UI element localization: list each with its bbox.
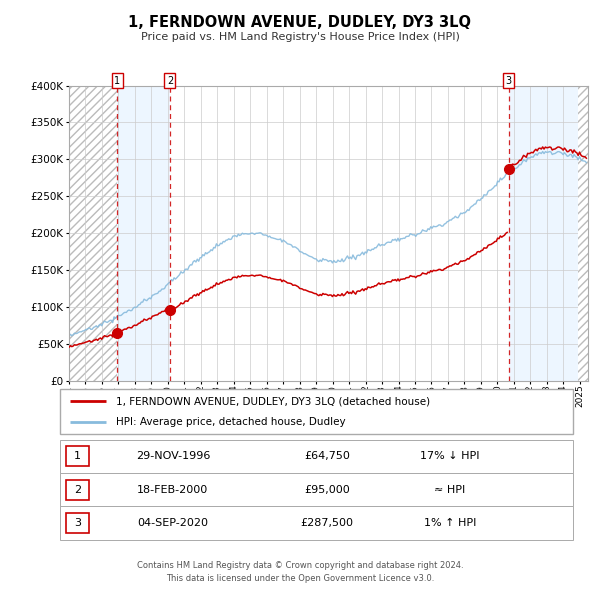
Bar (509, 86, 588, 381)
Text: Price paid vs. HM Land Registry's House Price Index (HPI): Price paid vs. HM Land Registry's House … (140, 32, 460, 42)
Text: 17% ↓ HPI: 17% ↓ HPI (420, 451, 479, 461)
Bar (117, 86, 170, 381)
Text: 3: 3 (505, 76, 512, 86)
FancyBboxPatch shape (66, 480, 89, 500)
Text: HPI: Average price, detached house, Dudley: HPI: Average price, detached house, Dudl… (116, 417, 346, 427)
Text: £64,750: £64,750 (304, 451, 350, 461)
FancyBboxPatch shape (66, 513, 89, 533)
Text: 04-SEP-2020: 04-SEP-2020 (137, 518, 208, 528)
Text: 1, FERNDOWN AVENUE, DUDLEY, DY3 3LQ: 1, FERNDOWN AVENUE, DUDLEY, DY3 3LQ (128, 15, 472, 30)
Text: 2: 2 (167, 76, 173, 86)
Text: ≈ HPI: ≈ HPI (434, 485, 466, 494)
Text: £95,000: £95,000 (304, 485, 350, 494)
Text: £287,500: £287,500 (300, 518, 353, 528)
Text: 1, FERNDOWN AVENUE, DUDLEY, DY3 3LQ (detached house): 1, FERNDOWN AVENUE, DUDLEY, DY3 3LQ (det… (116, 396, 431, 407)
Bar (69, 86, 117, 381)
FancyBboxPatch shape (60, 506, 573, 540)
Text: 3: 3 (74, 518, 81, 528)
Text: 2: 2 (74, 485, 81, 494)
FancyBboxPatch shape (66, 446, 89, 466)
FancyBboxPatch shape (60, 389, 573, 434)
Text: 1: 1 (74, 451, 81, 461)
Text: 18-FEB-2000: 18-FEB-2000 (137, 485, 208, 494)
FancyBboxPatch shape (60, 440, 573, 473)
Text: 29-NOV-1996: 29-NOV-1996 (136, 451, 210, 461)
Bar (578, 86, 588, 381)
FancyBboxPatch shape (60, 473, 573, 506)
Text: 1: 1 (114, 76, 120, 86)
Text: 1% ↑ HPI: 1% ↑ HPI (424, 518, 476, 528)
Text: Contains HM Land Registry data © Crown copyright and database right 2024.
This d: Contains HM Land Registry data © Crown c… (137, 562, 463, 583)
Bar (170, 86, 509, 381)
